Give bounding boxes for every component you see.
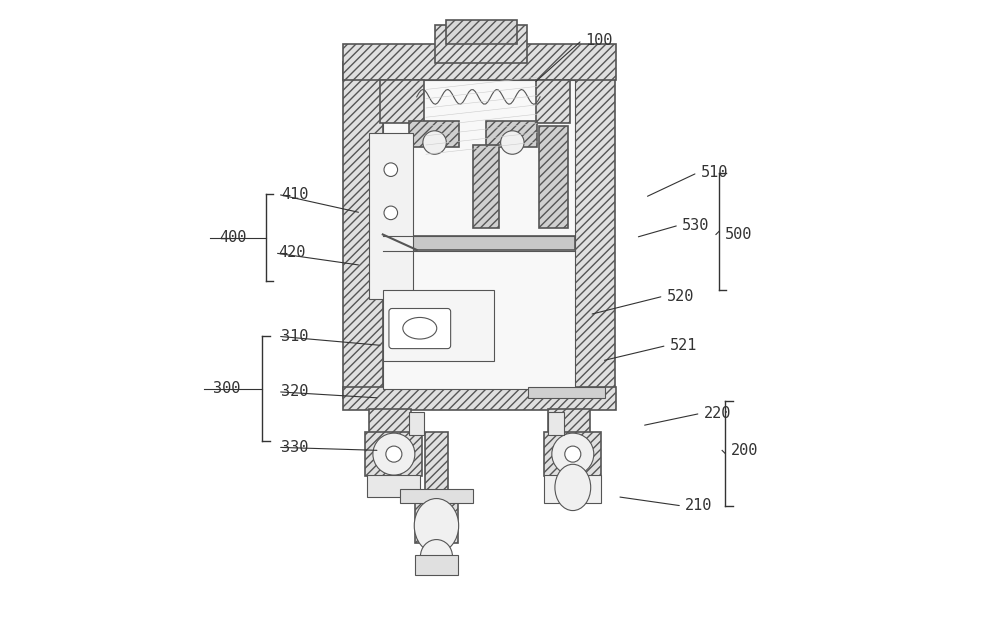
- Bar: [409, 412, 424, 435]
- Text: 310: 310: [281, 329, 308, 344]
- Bar: [383, 236, 575, 250]
- Bar: [343, 387, 616, 410]
- Ellipse shape: [420, 539, 452, 574]
- Bar: [486, 121, 537, 147]
- Ellipse shape: [414, 499, 459, 553]
- Bar: [415, 497, 458, 543]
- Ellipse shape: [555, 465, 591, 511]
- Circle shape: [552, 433, 594, 475]
- Text: 410: 410: [281, 187, 308, 202]
- Text: 320: 320: [281, 384, 308, 399]
- Circle shape: [565, 446, 581, 462]
- Bar: [536, 80, 570, 123]
- Bar: [367, 475, 420, 497]
- Bar: [369, 409, 411, 435]
- Bar: [343, 44, 616, 80]
- Bar: [548, 412, 564, 435]
- Bar: [548, 409, 590, 435]
- Text: 520: 520: [667, 289, 694, 304]
- Text: 200: 200: [731, 443, 759, 458]
- Text: 210: 210: [685, 499, 712, 513]
- Bar: [544, 432, 601, 476]
- Bar: [528, 387, 605, 398]
- Circle shape: [386, 446, 402, 462]
- Bar: [435, 25, 527, 63]
- FancyBboxPatch shape: [389, 308, 451, 349]
- Bar: [380, 80, 424, 123]
- Bar: [369, 133, 413, 299]
- Bar: [343, 62, 383, 398]
- Circle shape: [373, 433, 415, 475]
- Bar: [446, 20, 517, 44]
- Bar: [383, 80, 575, 389]
- Ellipse shape: [403, 317, 437, 339]
- Text: 330: 330: [281, 440, 308, 455]
- Bar: [539, 126, 568, 228]
- Bar: [365, 432, 422, 476]
- Circle shape: [501, 131, 524, 154]
- Bar: [383, 290, 494, 361]
- Bar: [400, 489, 473, 503]
- Circle shape: [423, 131, 446, 154]
- Bar: [409, 121, 459, 147]
- Bar: [571, 62, 615, 398]
- Bar: [473, 145, 499, 228]
- Text: 100: 100: [585, 33, 613, 48]
- Text: 420: 420: [278, 246, 305, 260]
- Circle shape: [384, 206, 398, 220]
- Bar: [425, 432, 448, 500]
- Text: 510: 510: [701, 165, 728, 180]
- Text: 521: 521: [670, 338, 697, 353]
- Text: 300: 300: [213, 381, 240, 396]
- Circle shape: [384, 163, 398, 176]
- Text: 400: 400: [219, 230, 247, 245]
- Bar: [415, 555, 458, 575]
- Bar: [544, 475, 601, 503]
- Text: 500: 500: [725, 227, 753, 242]
- Text: 530: 530: [682, 218, 709, 233]
- Text: 220: 220: [704, 406, 731, 421]
